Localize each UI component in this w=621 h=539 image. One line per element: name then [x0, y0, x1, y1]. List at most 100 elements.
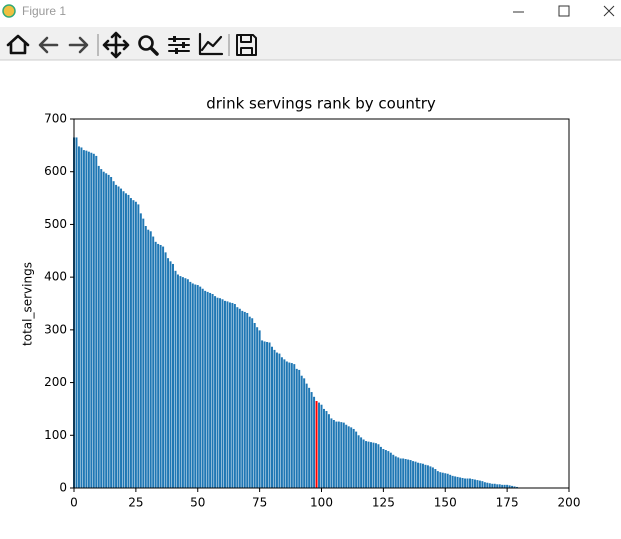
bar — [382, 448, 385, 488]
save-button[interactable] — [236, 34, 257, 56]
bar — [488, 483, 491, 488]
bar — [417, 462, 420, 488]
bar — [107, 174, 110, 488]
bar — [236, 307, 239, 488]
bar — [142, 218, 145, 488]
bar — [412, 461, 415, 488]
bar — [285, 361, 288, 488]
bar — [221, 299, 224, 488]
bar — [347, 426, 350, 488]
bar — [105, 173, 108, 488]
y-tick-label: 500 — [44, 217, 67, 231]
bar — [95, 155, 98, 488]
bar — [370, 442, 372, 488]
bar — [402, 458, 405, 488]
bar — [124, 193, 127, 488]
bar — [360, 437, 363, 488]
bar — [300, 375, 303, 488]
x-tick-label: 125 — [372, 496, 395, 510]
bar — [92, 153, 95, 488]
bar — [357, 435, 360, 488]
chart-title: drink servings rank by country — [206, 95, 436, 113]
bar — [226, 301, 229, 488]
bar — [256, 327, 259, 488]
y-tick-label: 100 — [44, 428, 67, 442]
maximize-button[interactable] — [558, 5, 570, 17]
bar — [110, 176, 113, 488]
bar — [355, 431, 358, 488]
bar — [164, 252, 167, 488]
slider-knob — [175, 48, 178, 54]
bar — [75, 137, 78, 488]
bar — [258, 330, 261, 488]
window-title: Figure 1 — [22, 4, 66, 18]
bar — [498, 484, 501, 488]
bar — [248, 316, 251, 488]
bar — [191, 283, 194, 488]
bar — [352, 428, 355, 488]
bar — [194, 284, 197, 488]
bar — [444, 473, 447, 488]
bar — [251, 318, 254, 488]
zoom-button[interactable] — [138, 35, 154, 51]
x-tick-label: 25 — [128, 496, 143, 510]
back-button[interactable] — [38, 36, 59, 54]
y-tick-label: 300 — [44, 322, 67, 336]
bar — [367, 441, 370, 488]
bar — [318, 402, 321, 488]
bar — [456, 476, 459, 488]
bar — [436, 471, 439, 488]
pan-button[interactable] — [102, 31, 130, 59]
home-button[interactable] — [6, 34, 30, 55]
bar — [231, 302, 234, 488]
bar — [469, 478, 471, 488]
bar — [196, 285, 199, 488]
forward-button[interactable] — [68, 36, 89, 54]
y-tick-label: 600 — [44, 164, 67, 178]
bar — [335, 421, 338, 488]
bar — [115, 184, 118, 488]
edit-axis-button[interactable] — [198, 32, 224, 56]
bar — [409, 460, 412, 488]
bar — [394, 456, 397, 488]
bar — [293, 364, 296, 488]
bar — [219, 298, 222, 488]
bar — [340, 422, 343, 488]
x-tick-label: 0 — [70, 496, 78, 510]
configure-button[interactable] — [168, 38, 190, 52]
bar — [209, 292, 212, 488]
bar — [320, 404, 323, 488]
bar — [134, 201, 137, 489]
bar — [82, 150, 85, 488]
bar — [424, 464, 427, 488]
bar — [211, 294, 214, 488]
bar — [127, 194, 130, 488]
bar — [102, 171, 105, 488]
bar — [100, 169, 103, 489]
bar — [486, 482, 489, 488]
bar — [377, 444, 380, 488]
bar — [308, 387, 311, 488]
bar — [332, 419, 335, 488]
bar — [159, 244, 162, 488]
bar — [397, 457, 400, 488]
bar — [426, 465, 429, 488]
bar — [322, 408, 325, 488]
bar — [290, 363, 293, 488]
bar — [434, 469, 437, 488]
y-tick-label: 400 — [44, 270, 67, 284]
bar — [144, 226, 147, 488]
bar — [404, 459, 407, 488]
close-button[interactable] — [603, 5, 615, 17]
bar — [253, 323, 256, 488]
bar — [506, 484, 509, 488]
bar — [169, 261, 172, 488]
bar — [315, 401, 318, 488]
bar — [186, 279, 189, 488]
bar — [508, 485, 511, 488]
bar — [305, 383, 308, 488]
bar — [327, 414, 330, 488]
bar — [112, 181, 115, 488]
